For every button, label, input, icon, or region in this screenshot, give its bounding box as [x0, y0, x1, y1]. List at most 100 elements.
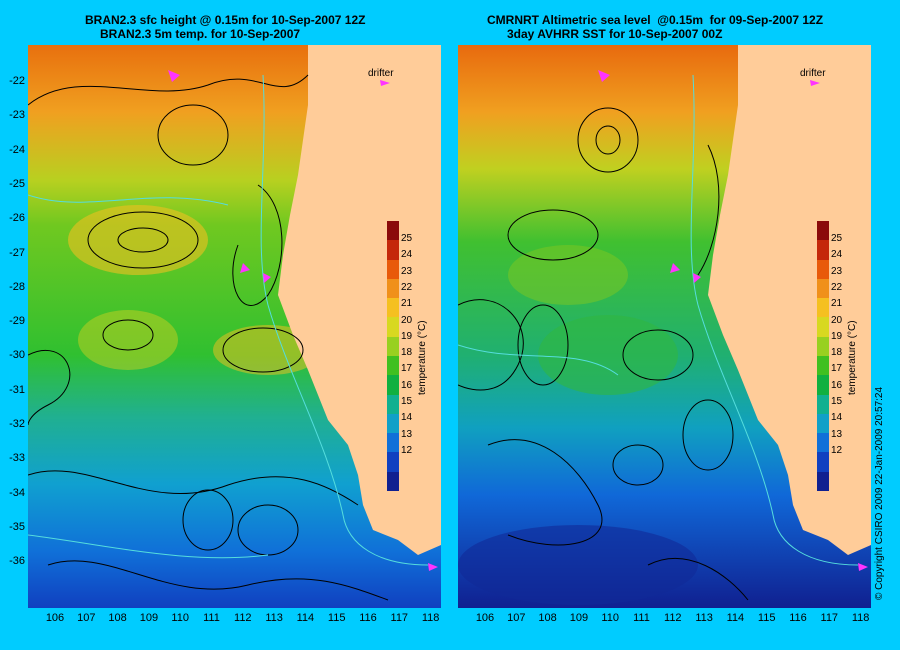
- latitude-tick-label: -29: [9, 315, 25, 328]
- longitude-tick-label: 118: [851, 612, 870, 624]
- colorbar-tick-label: 14: [401, 412, 413, 424]
- colorbar-swatch: [387, 471, 399, 492]
- colorbar-title: temperature (°C): [417, 320, 428, 395]
- colorbar-tick-label: 23: [831, 265, 843, 277]
- colorbar-tick-label: 15: [831, 396, 843, 407]
- longitude-tick-label: 111: [633, 612, 650, 624]
- colorbar-swatch: [817, 259, 829, 280]
- latitude-tick-label: -24: [9, 143, 25, 156]
- land-australia: [708, 45, 871, 555]
- colorbar-swatch: [387, 221, 399, 241]
- colorbar-swatch: [817, 240, 829, 261]
- latitude-tick-label: -32: [9, 418, 25, 430]
- left-title-line1: BRAN2.3 sfc height @ 0.15m for 10-Sep-20…: [85, 13, 366, 27]
- latitude-tick-label: -31: [9, 383, 25, 396]
- right-title-line2: 3day AVHRR SST for 10-Sep-2007 00Z: [507, 27, 723, 41]
- colorbar-tick-label: 12: [831, 444, 843, 456]
- longitude-tick-label: 108: [538, 612, 557, 624]
- colorbar-tick-label: 19: [401, 330, 413, 342]
- isobath-lines: [28, 74, 429, 566]
- longitude-tick-label: 109: [139, 612, 159, 624]
- colorbar-swatch: [387, 278, 399, 299]
- latitude-tick-label: -30: [9, 349, 25, 362]
- colorbar-swatch: [817, 394, 829, 415]
- longitude-tick-label: 107: [77, 612, 96, 624]
- colorbar-swatch: [817, 375, 829, 396]
- colorbar-swatch: [387, 336, 399, 357]
- latitude-tick-label: -27: [9, 246, 25, 259]
- colorbar-tick-label: 25: [831, 233, 843, 244]
- colorbar-tick-label: 16: [831, 379, 843, 391]
- drifter-label: drifter: [800, 68, 826, 79]
- latitude-tick-label: -23: [9, 109, 25, 122]
- colorbar-tick-label: 17: [831, 363, 843, 375]
- colorbar-tick-label: 17: [401, 363, 413, 375]
- longitude-tick-label: 106: [45, 612, 65, 624]
- colorbar-swatch: [387, 394, 399, 415]
- land-australia: [278, 45, 441, 555]
- longitude-tick-label: 110: [601, 612, 619, 624]
- colorbar-tick-label: 24: [401, 249, 413, 261]
- colorbar-swatch: [387, 259, 399, 280]
- colorbar-tick-label: 22: [831, 281, 843, 293]
- longitude-tick-label: 113: [265, 612, 283, 624]
- longitude-tick-label: 112: [664, 612, 682, 624]
- colorbar-swatch: [817, 221, 829, 241]
- colorbar-tick-label: 15: [401, 396, 413, 407]
- colorbar-tick-label: 25: [401, 233, 413, 244]
- colorbar-swatch: [817, 413, 829, 434]
- longitude-tick-label: 112: [234, 612, 252, 624]
- latitude-tick-label: -25: [9, 177, 25, 190]
- sea-level-contours: [458, 107, 749, 601]
- colorbar-swatch: [817, 298, 829, 318]
- colorbar-swatch: [817, 433, 829, 453]
- colorbar-swatch: [387, 375, 399, 396]
- longitude-tick-label: 109: [569, 612, 589, 624]
- colorbar-tick-label: 13: [401, 428, 413, 440]
- isobath-lines: [458, 74, 859, 566]
- colorbar-tick-label: 24: [831, 249, 843, 261]
- colorbar-tick-label: 13: [831, 428, 843, 440]
- colorbar-tick-label: 14: [831, 412, 843, 424]
- drifter-arrows: [168, 70, 438, 571]
- longitude-tick-label: 117: [820, 612, 839, 624]
- colorbar-tick-label: 18: [401, 347, 413, 359]
- drifter-label: drifter: [368, 68, 394, 79]
- copyright-text: © Copyright CSIRO 2009 22-Jan-2009 20:57…: [874, 386, 885, 600]
- colorbar-swatch: [817, 452, 829, 473]
- longitude-tick-label: 110: [171, 612, 189, 624]
- longitude-tick-label: 115: [327, 612, 346, 624]
- colorbar-swatch: [817, 317, 829, 338]
- latitude-tick-label: -28: [9, 280, 25, 293]
- longitude-tick-label: 114: [296, 612, 315, 624]
- left-sst-map: drifter: [28, 45, 441, 608]
- colorbar-title: temperature (°C): [847, 320, 858, 395]
- colorbar-swatch: [817, 336, 829, 357]
- longitude-tick-label: 111: [203, 612, 220, 624]
- latitude-tick-label: -33: [9, 452, 25, 465]
- colorbar-swatch: [387, 433, 399, 453]
- longitude-tick-label: 108: [108, 612, 127, 624]
- colorbar-swatch: [387, 452, 399, 473]
- colorbar-tick-label: 22: [401, 281, 413, 293]
- latitude-tick-label: -22: [9, 75, 25, 87]
- colorbar-tick-label: 21: [831, 298, 843, 310]
- colorbar-swatch: [387, 413, 399, 434]
- right-sst-map: drifter: [458, 45, 871, 608]
- colorbar-tick-label: 20: [401, 314, 413, 326]
- longitude-tick-label: 114: [726, 612, 745, 624]
- left-title-line2: BRAN2.3 5m temp. for 10-Sep-2007: [100, 27, 301, 41]
- longitude-tick-label: 113: [695, 612, 713, 624]
- colorbar-tick-label: 18: [831, 347, 843, 359]
- colorbar-swatch: [817, 278, 829, 299]
- longitude-tick-label: 106: [475, 612, 495, 624]
- drifter-arrows: [598, 70, 868, 571]
- colorbar-tick-label: 20: [831, 314, 843, 326]
- longitude-tick-label: 117: [390, 612, 409, 624]
- latitude-tick-label: -26: [9, 212, 25, 225]
- colorbar-swatch: [817, 356, 829, 376]
- longitude-tick-label: 107: [507, 612, 526, 624]
- colorbar-tick-label: 12: [401, 444, 413, 456]
- colorbar-tick-label: 23: [401, 265, 413, 277]
- longitude-tick-label: 116: [789, 612, 807, 624]
